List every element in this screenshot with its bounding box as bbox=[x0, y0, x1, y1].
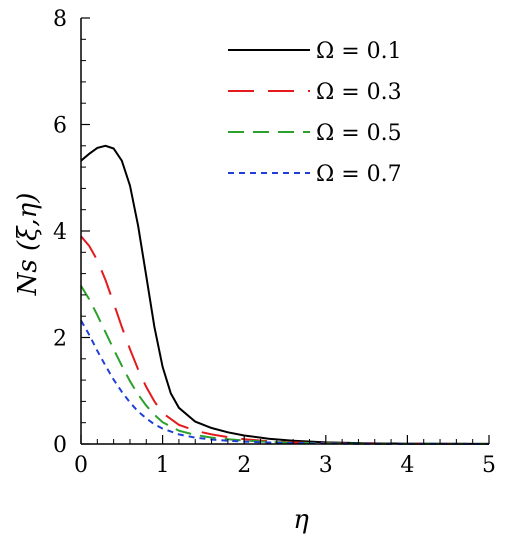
y-tick-label: 8 bbox=[53, 7, 67, 32]
y-tick-label: 6 bbox=[53, 114, 67, 139]
x-tick-label: 3 bbox=[319, 453, 333, 478]
ticks-layer: 0 1 2 3 4 5 0 2 4 6 8 bbox=[53, 7, 496, 478]
x-tick-label: 4 bbox=[400, 453, 414, 478]
y-tick-label: 4 bbox=[53, 220, 67, 245]
legend-label-2: Ω = 0.3 bbox=[316, 80, 402, 105]
series-layer bbox=[80, 144, 490, 445]
y-axis-label: Ns (ξ,η) bbox=[13, 193, 43, 297]
x-axis-label: η bbox=[293, 505, 309, 535]
y-tick-label: 0 bbox=[53, 433, 67, 458]
axes-layer bbox=[80, 18, 489, 445]
legend-label-3: Ω = 0.5 bbox=[316, 121, 402, 146]
series-line-4 bbox=[80, 320, 490, 445]
y-tick-label: 2 bbox=[53, 327, 67, 352]
x-tick-label: 5 bbox=[482, 453, 496, 478]
series-line-3 bbox=[80, 285, 489, 445]
x-tick-label: 0 bbox=[74, 453, 88, 478]
legend: Ω = 0.1 Ω = 0.3 Ω = 0.5 Ω = 0.7 bbox=[228, 39, 402, 187]
legend-label-1: Ω = 0.1 bbox=[316, 39, 402, 64]
legend-label-4: Ω = 0.7 bbox=[316, 162, 402, 187]
x-tick-label: 2 bbox=[237, 453, 251, 478]
series-line-2 bbox=[80, 235, 489, 445]
x-tick-label: 1 bbox=[156, 453, 170, 478]
